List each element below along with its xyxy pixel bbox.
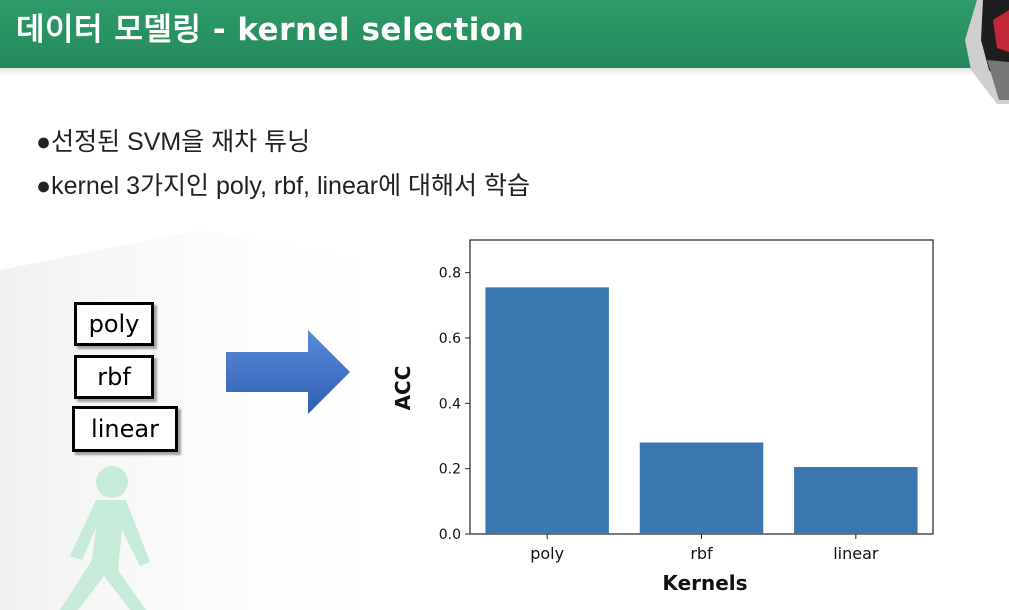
y-tick-label: 0.6 [439, 331, 461, 347]
bullet-item: ●kernel 3가지인 poly, rbf, linear에 대해서 학습 [36, 172, 530, 200]
y-tick-label: 0.2 [439, 462, 461, 478]
right-arrow-icon [226, 330, 350, 414]
x-axis-label: Kernels [662, 571, 747, 595]
slide-title: 데이터 모델링 - kernel selection [16, 12, 525, 48]
kernel-box-poly: poly [74, 302, 154, 346]
corner-decoration-image [965, 0, 1009, 104]
x-tick-label: linear [833, 544, 879, 563]
pedestrian-icon [60, 466, 150, 610]
kernel-box-linear: linear [72, 406, 178, 452]
background-pedestrian-signal-image [0, 230, 420, 610]
y-tick-label: 0.8 [439, 266, 461, 282]
x-tick-label: poly [530, 544, 564, 563]
x-tick-label: rbf [690, 544, 713, 563]
bullet-item: ●선정된 SVM을 재차 튜닝 [36, 128, 311, 156]
y-axis-label: ACC [391, 366, 415, 411]
bullet-list: ●선정된 SVM을 재차 튜닝 ●kernel 3가지인 poly, rbf, … [36, 120, 530, 208]
bar-linear [794, 467, 918, 534]
y-tick-label: 0.0 [439, 527, 461, 543]
kernel-box-rbf: rbf [74, 355, 154, 399]
accuracy-bar-chart: 0.0 0.2 0.4 0.6 0.8 poly rbf linear ACC Kernel… [391, 239, 934, 595]
bar-rbf [639, 442, 764, 534]
header-shadow [0, 68, 1009, 76]
bar-poly [485, 287, 609, 534]
slide-header: 데이터 모델링 - kernel selection [0, 0, 1009, 68]
y-tick-label: 0.4 [439, 396, 461, 412]
